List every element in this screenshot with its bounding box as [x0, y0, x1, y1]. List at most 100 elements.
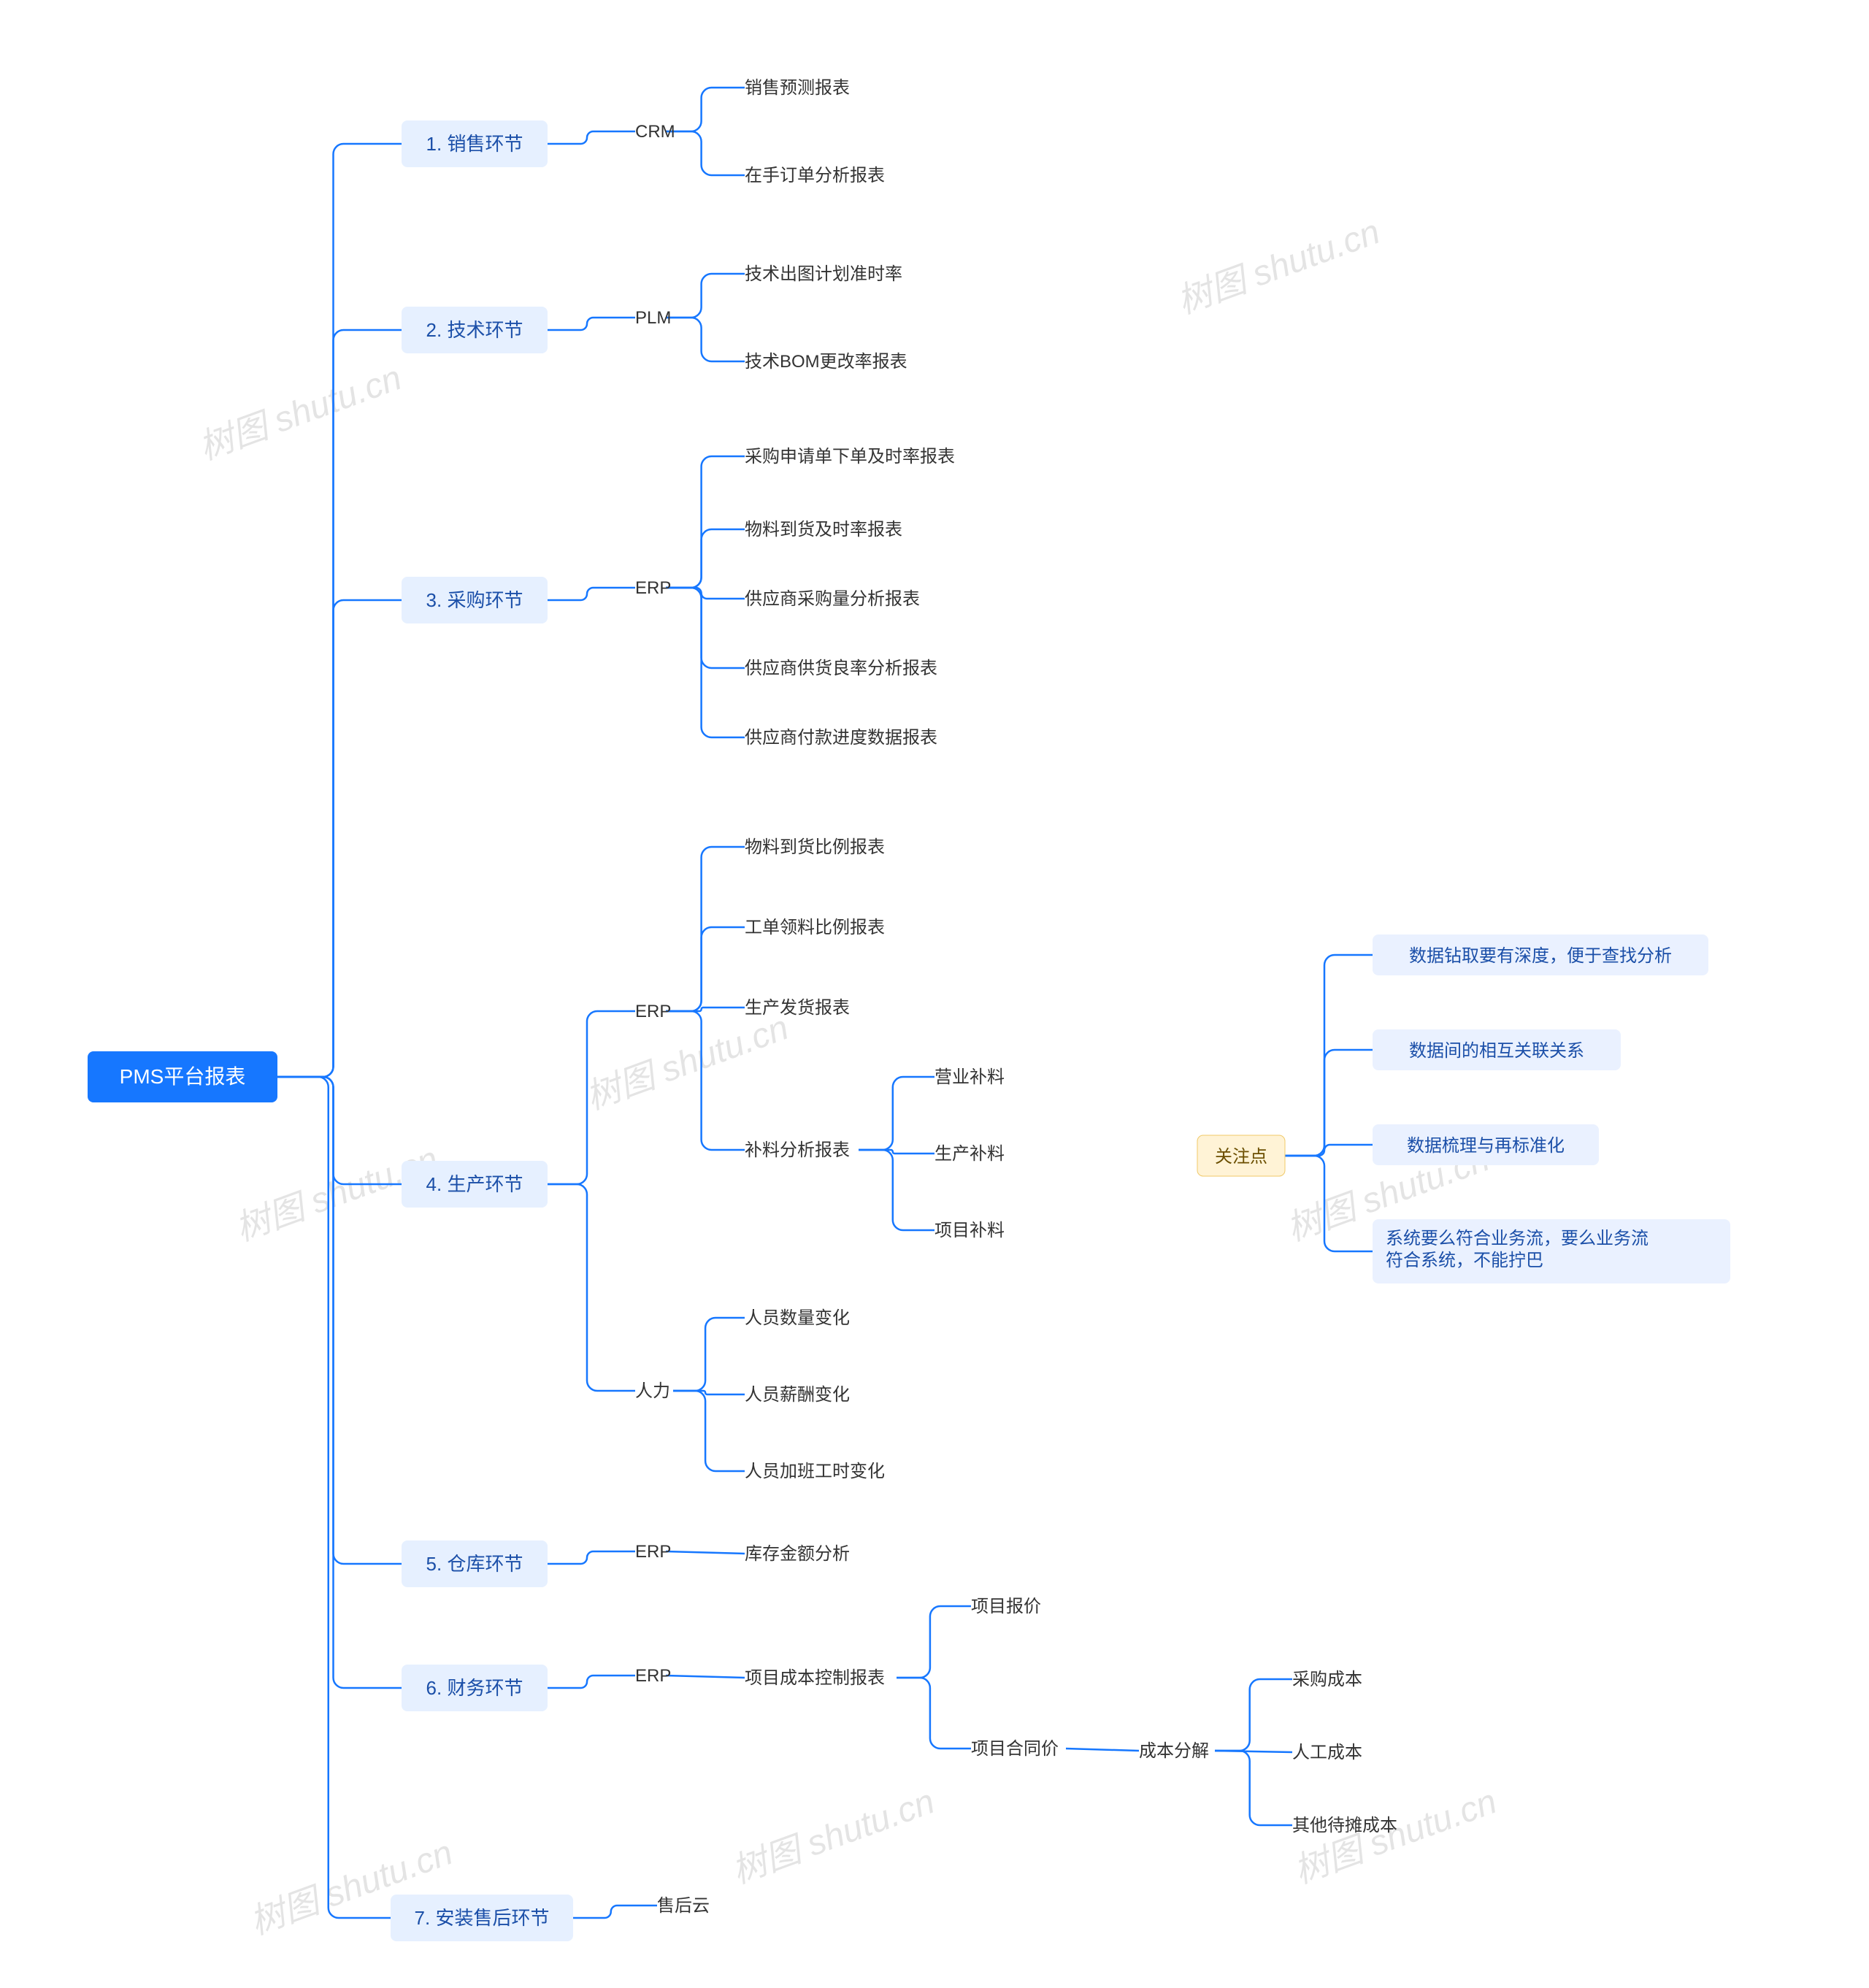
finance-breakdown: 成本分解	[1139, 1741, 1209, 1761]
svg-text:PLM: PLM	[635, 308, 671, 328]
tech-item-1: 技术BOM更改率报表	[745, 352, 907, 372]
tech-system: PLM	[635, 308, 671, 328]
connector	[1215, 1679, 1292, 1751]
connector	[666, 88, 745, 131]
svg-text:项目报价: 项目报价	[971, 1597, 1041, 1616]
connector	[666, 456, 745, 588]
svg-text:人员数量变化: 人员数量变化	[745, 1308, 850, 1328]
finance-contract: 项目合同价	[971, 1739, 1059, 1759]
svg-text:ERP: ERP	[635, 1002, 671, 1021]
connector	[666, 1551, 745, 1554]
connector	[666, 588, 745, 599]
svg-text:人员薪酬变化: 人员薪酬变化	[745, 1385, 850, 1405]
l1-warehouse: 5. 仓库环节	[402, 1540, 548, 1587]
connector	[666, 1676, 745, 1678]
connector	[666, 529, 745, 588]
connector	[666, 588, 745, 737]
svg-text:营业补料: 营业补料	[934, 1067, 1005, 1087]
svg-text:采购申请单下单及时率报表: 采购申请单下单及时率报表	[745, 447, 955, 467]
prod-hr-item-2: 人员加班工时变化	[745, 1462, 885, 1481]
mindmap-canvas: 树图 shutu.cn树图 shutu.cn树图 shutu.cn树图 shut…	[0, 0, 1869, 1988]
svg-text:生产发货报表: 生产发货报表	[745, 998, 850, 1018]
l1-tech: 2. 技术环节	[402, 307, 548, 353]
root-node: PMS平台报表	[88, 1051, 277, 1102]
svg-text:ERP: ERP	[635, 1542, 671, 1562]
svg-text:工单领料比例报表: 工单领料比例报表	[745, 918, 885, 937]
tech-item-0: 技术出图计划准时率	[745, 264, 902, 284]
purchase-item-2: 供应商采购量分析报表	[745, 589, 920, 609]
svg-text:补料分析报表: 补料分析报表	[745, 1140, 850, 1160]
focus-note-1: 数据间的相互关联关系	[1373, 1029, 1621, 1070]
svg-text:物料到货比例报表: 物料到货比例报表	[745, 837, 885, 857]
connector	[666, 274, 745, 318]
svg-text:5. 仓库环节: 5. 仓库环节	[426, 1553, 523, 1575]
focus-note-0: 数据钻取要有深度，便于查找分析	[1373, 934, 1708, 975]
prod-supply-item-2: 项目补料	[934, 1221, 1005, 1240]
focus-note-3: 系统要么符合业务流，要么业务流符合系统，不能拧巴	[1373, 1219, 1730, 1283]
l1-purchase: 3. 采购环节	[402, 577, 548, 623]
watermark: 树图 shutu.cn	[194, 358, 407, 467]
svg-text:销售预测报表: 销售预测报表	[745, 78, 850, 98]
prod-hr-item-1: 人员薪酬变化	[745, 1385, 850, 1405]
svg-text:物料到货及时率报表: 物料到货及时率报表	[745, 520, 902, 540]
prod-erp-item-2: 生产发货报表	[745, 998, 850, 1018]
prod-erp-item-1: 工单领料比例报表	[745, 918, 885, 937]
connector	[1285, 955, 1373, 1156]
svg-text:PMS平台报表: PMS平台报表	[120, 1065, 246, 1088]
finance-system: ERP	[635, 1666, 671, 1686]
connector	[1215, 1751, 1292, 1825]
connector	[548, 1676, 635, 1688]
aftersale-system: 售后云	[657, 1896, 710, 1916]
purchase-item-4: 供应商付款进度数据报表	[745, 728, 937, 748]
connector	[277, 600, 402, 1077]
svg-text:技术出图计划准时率: 技术出图计划准时率	[745, 264, 902, 284]
connector	[277, 1077, 402, 1564]
focus-note-2: 数据梳理与再标准化	[1373, 1124, 1599, 1165]
connector	[548, 131, 635, 144]
connector	[277, 144, 402, 1077]
finance-quote: 项目报价	[971, 1597, 1041, 1616]
svg-text:数据钻取要有深度，便于查找分析: 数据钻取要有深度，便于查找分析	[1409, 946, 1672, 966]
svg-text:成本分解: 成本分解	[1139, 1741, 1209, 1761]
sales-item-0: 销售预测报表	[745, 78, 850, 98]
warehouse-system: ERP	[635, 1542, 671, 1562]
watermark: 树图 shutu.cn	[1173, 212, 1385, 321]
svg-text:数据间的相互关联关系: 数据间的相互关联关系	[1409, 1041, 1584, 1061]
connector	[548, 1551, 635, 1564]
svg-text:项目合同价: 项目合同价	[971, 1739, 1059, 1759]
prod-erp-item-0: 物料到货比例报表	[745, 837, 885, 857]
prod-supply-item-0: 营业补料	[934, 1067, 1005, 1087]
svg-text:供应商付款进度数据报表: 供应商付款进度数据报表	[745, 728, 937, 748]
sales-item-1: 在手订单分析报表	[745, 166, 885, 185]
svg-text:售后云: 售后云	[657, 1896, 710, 1916]
svg-text:人员加班工时变化: 人员加班工时变化	[745, 1462, 885, 1481]
finance-cost-control: 项目成本控制报表	[745, 1668, 885, 1688]
svg-text:其他待摊成本: 其他待摊成本	[1292, 1816, 1397, 1835]
connector	[1285, 1145, 1373, 1156]
svg-text:生产补料: 生产补料	[934, 1144, 1005, 1164]
purchase-item-0: 采购申请单下单及时率报表	[745, 447, 955, 467]
connector	[859, 1077, 934, 1150]
connector	[666, 318, 745, 361]
connector	[897, 1606, 971, 1678]
svg-text:供应商供货良率分析报表: 供应商供货良率分析报表	[745, 659, 937, 678]
svg-text:1. 销售环节: 1. 销售环节	[426, 133, 523, 155]
purchase-system: ERP	[635, 578, 671, 598]
svg-text:人工成本: 人工成本	[1292, 1743, 1362, 1762]
finance-break-item-0: 采购成本	[1292, 1670, 1362, 1689]
svg-text:项目成本控制报表: 项目成本控制报表	[745, 1668, 885, 1688]
connector	[277, 330, 402, 1077]
focus-node: 关注点	[1197, 1135, 1285, 1176]
connector	[548, 1184, 635, 1391]
l1-aftersale: 7. 安装售后环节	[391, 1895, 573, 1941]
svg-text:技术BOM更改率报表: 技术BOM更改率报表	[745, 352, 907, 372]
connector	[1066, 1749, 1139, 1751]
l1-production: 4. 生产环节	[402, 1161, 548, 1208]
svg-text:CRM: CRM	[635, 122, 675, 142]
l1-finance: 6. 财务环节	[402, 1665, 548, 1711]
svg-text:系统要么符合业务流，要么业务流: 系统要么符合业务流，要么业务流	[1386, 1229, 1649, 1248]
prod-supply-item-1: 生产补料	[934, 1144, 1005, 1164]
svg-text:4. 生产环节: 4. 生产环节	[426, 1173, 523, 1195]
svg-text:6. 财务环节: 6. 财务环节	[426, 1677, 523, 1699]
production-hr: 人力	[635, 1381, 670, 1401]
